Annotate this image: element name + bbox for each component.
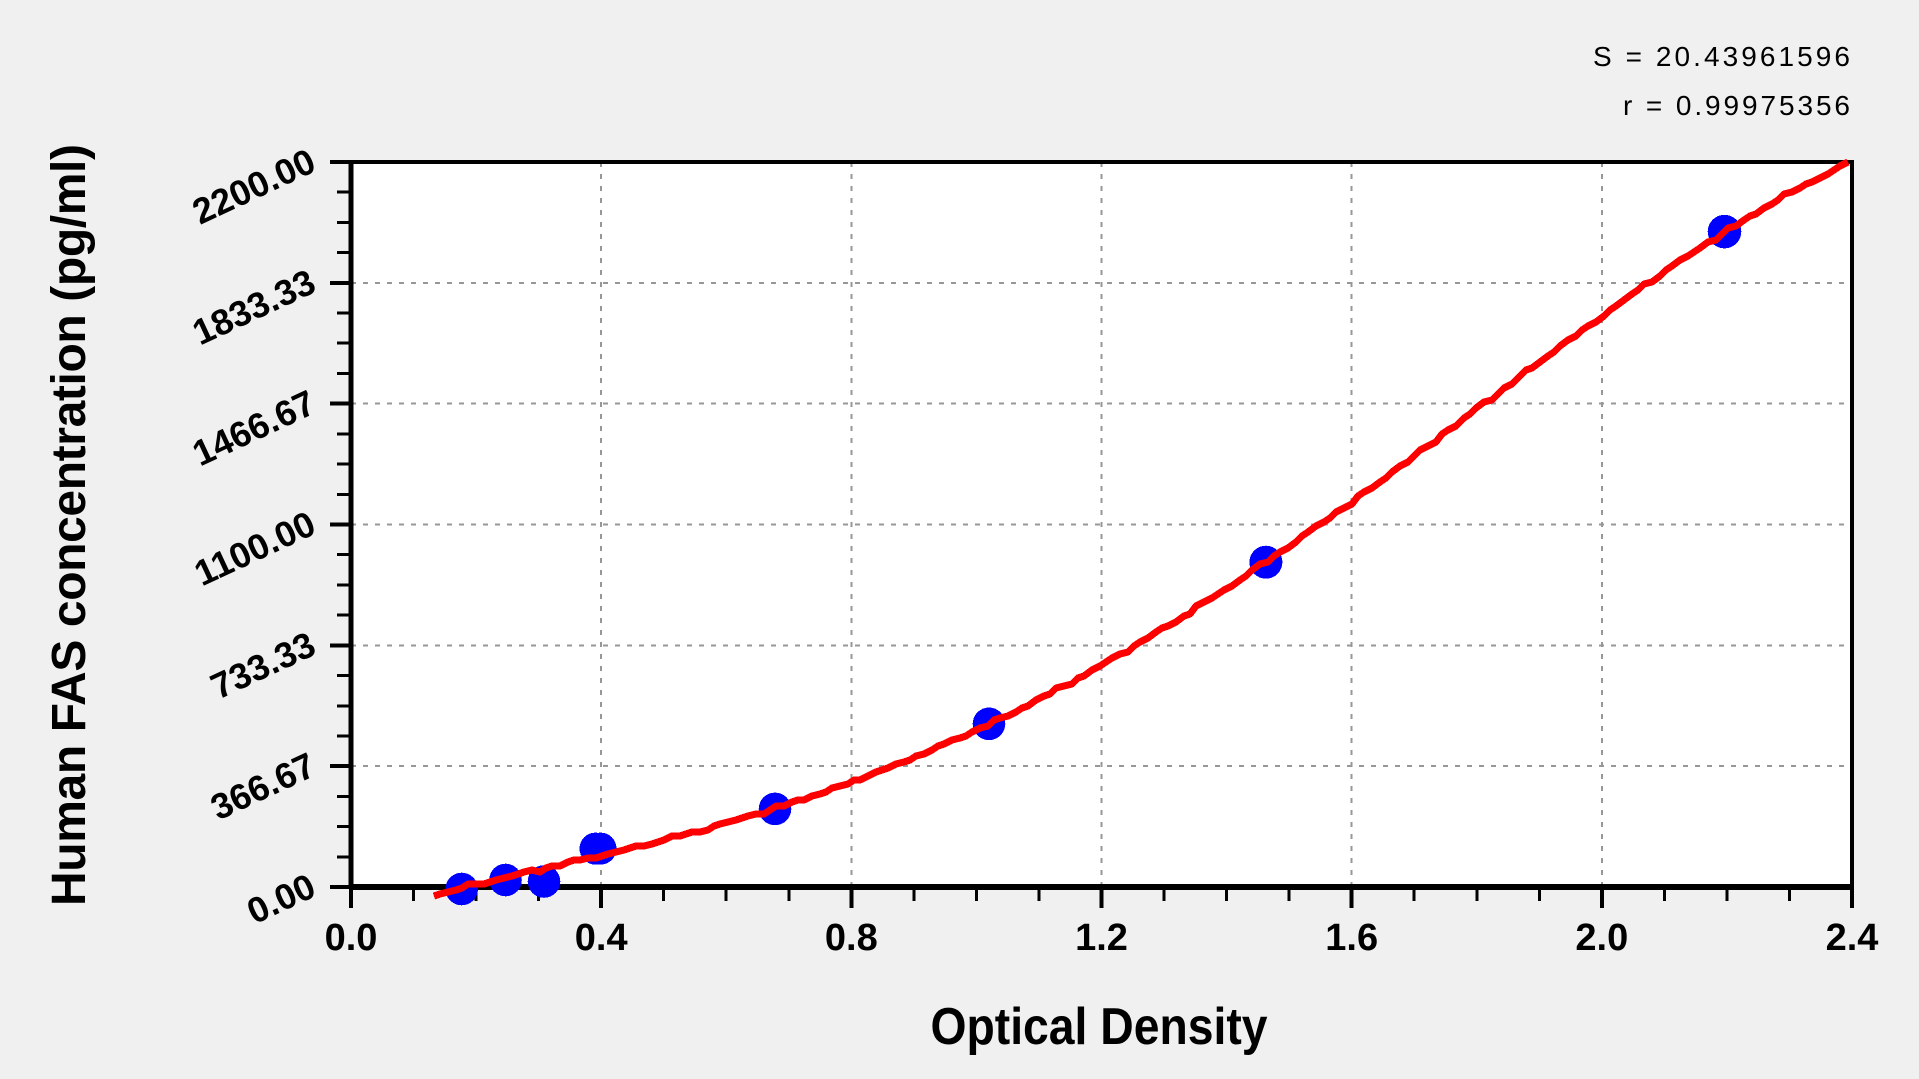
svg-text:Human FAS concentration (pg/ml: Human FAS concentration (pg/ml) — [43, 144, 96, 906]
svg-text:1.6: 1.6 — [1325, 917, 1378, 959]
svg-text:Optical Density: Optical Density — [931, 998, 1268, 1056]
svg-text:1.2: 1.2 — [1075, 917, 1128, 959]
svg-text:2.4: 2.4 — [1826, 917, 1879, 959]
svg-text:2.0: 2.0 — [1575, 917, 1628, 959]
svg-text:0.8: 0.8 — [825, 917, 878, 959]
svg-text:0.0: 0.0 — [325, 917, 378, 959]
svg-text:0.4: 0.4 — [575, 917, 628, 959]
svg-text:r = 0.99975356: r = 0.99975356 — [1623, 90, 1850, 121]
